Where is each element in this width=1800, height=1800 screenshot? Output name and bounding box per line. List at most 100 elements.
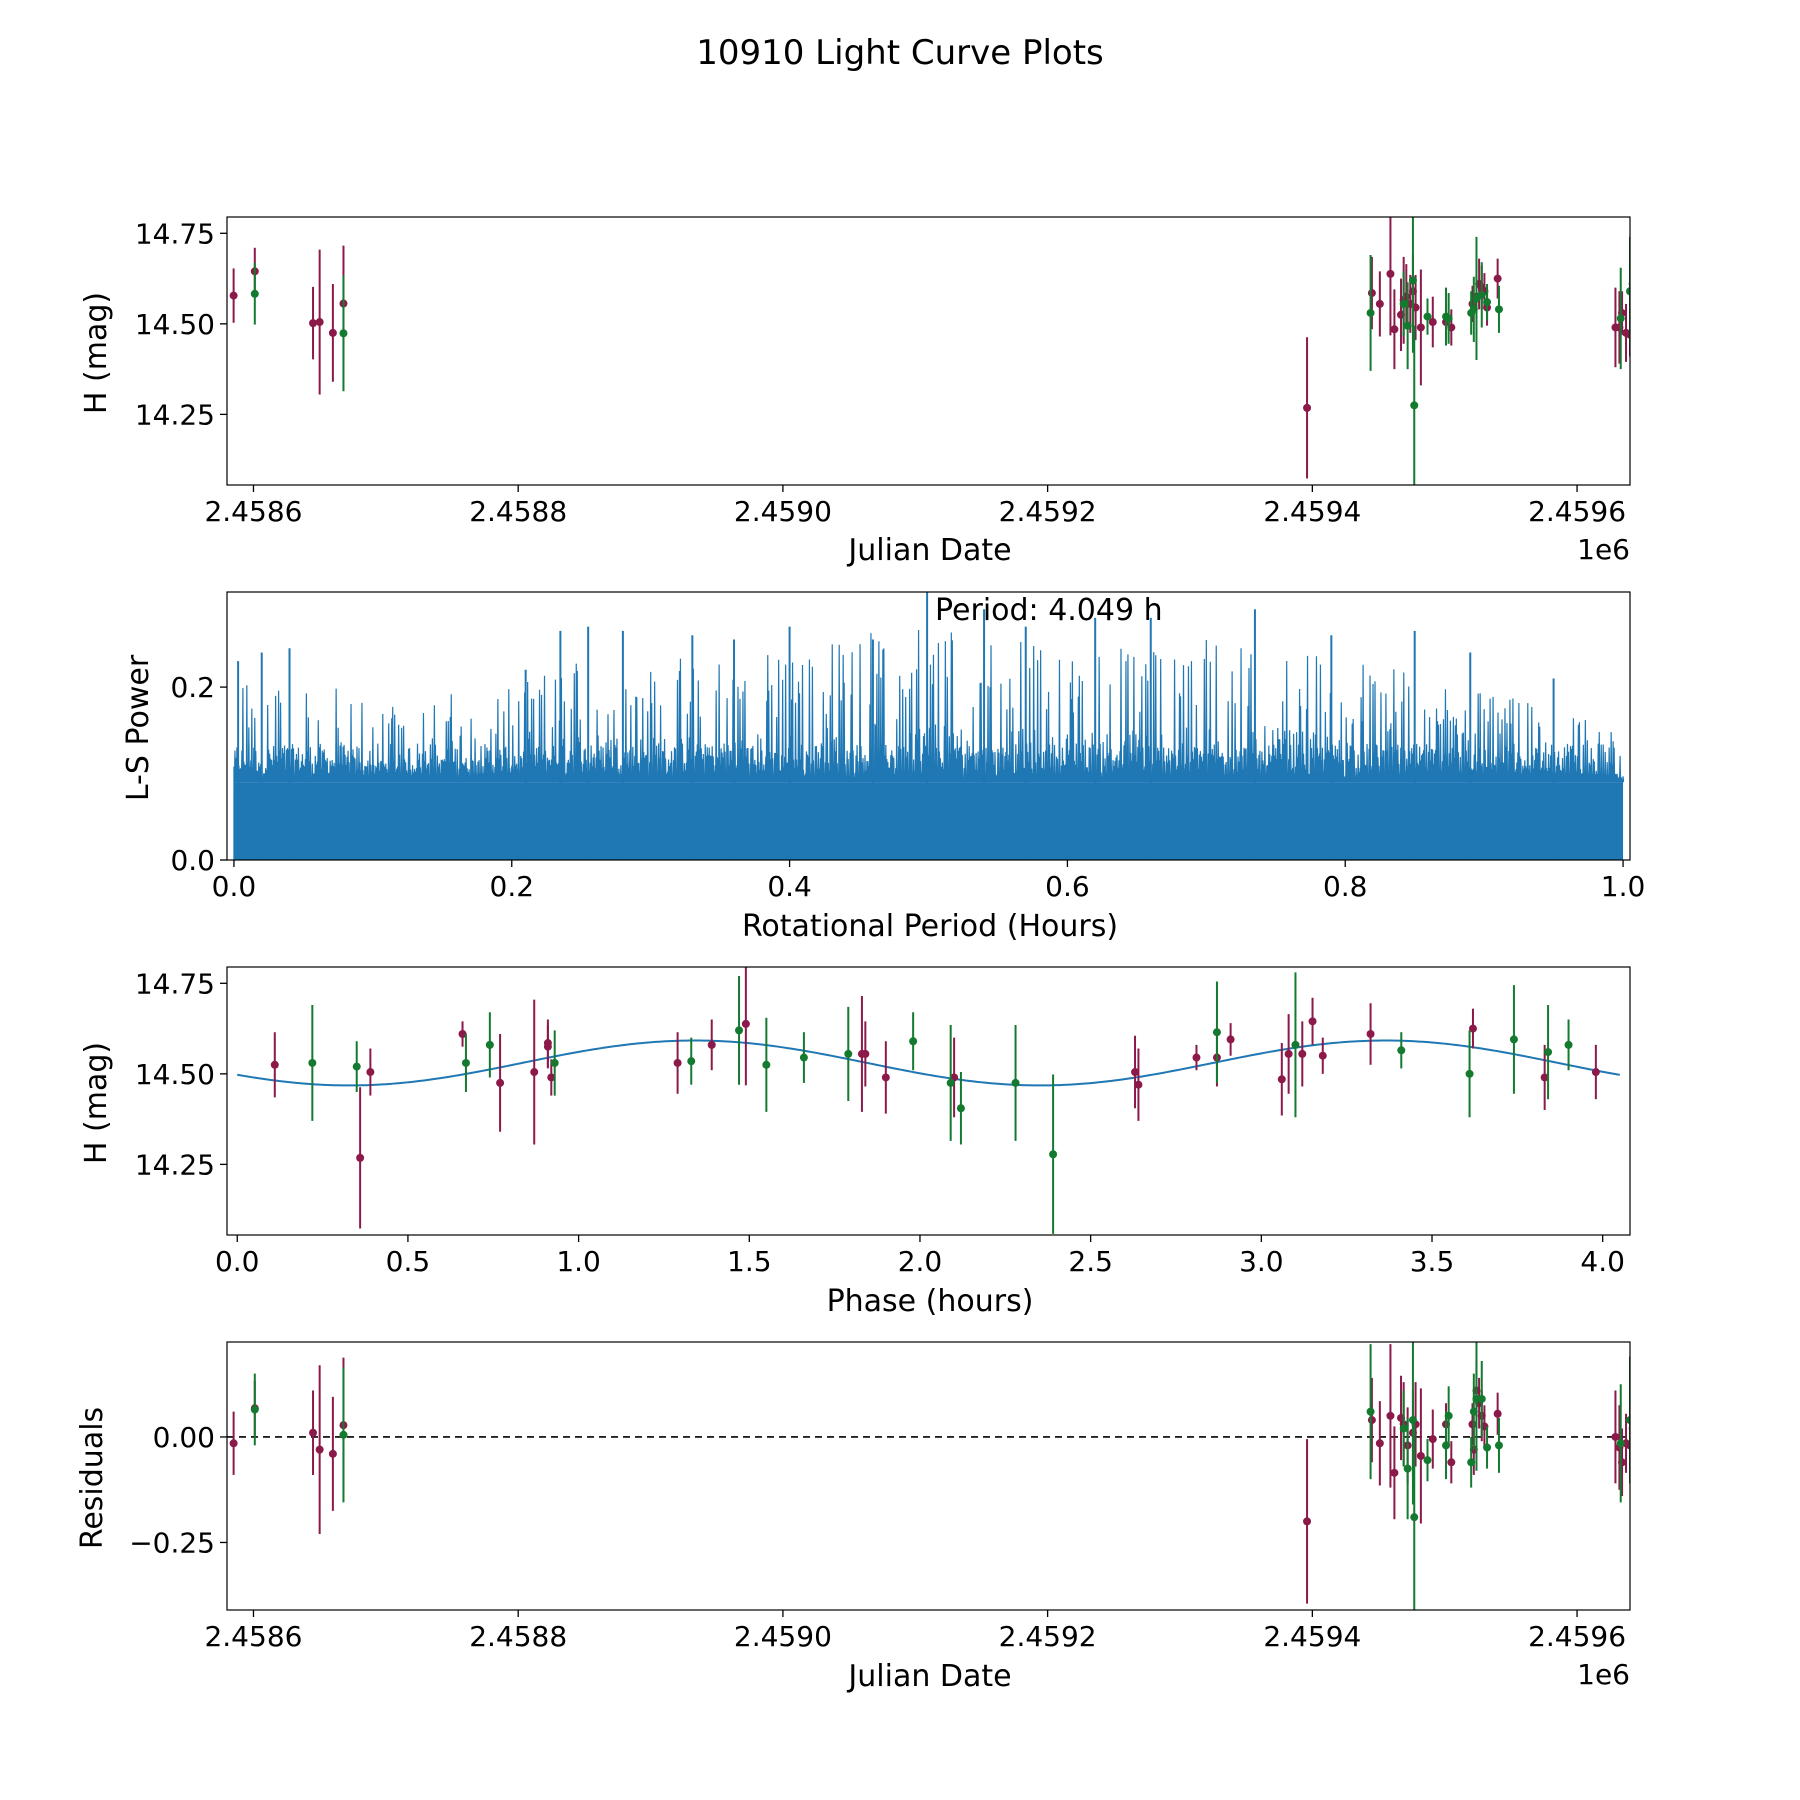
phased-maroon-point bbox=[673, 1058, 682, 1067]
phased-xtick-label: 2.0 bbox=[898, 1245, 943, 1278]
periodogram-series bbox=[233, 592, 1625, 860]
lightcurve-green-point bbox=[250, 289, 259, 298]
lightcurve-xtick-label: 2.4590 bbox=[734, 495, 832, 528]
phased-xtick-label: 3.0 bbox=[1239, 1245, 1284, 1278]
periodogram-baseline-band bbox=[233, 782, 1624, 860]
phased-panel: Phase (hours) H (mag) bbox=[79, 1042, 1033, 1319]
lightcurve-green-point bbox=[1408, 276, 1417, 285]
residuals-maroon-point bbox=[1375, 1439, 1384, 1448]
lightcurve-xtick-label: 2.4594 bbox=[1263, 495, 1361, 528]
phased-maroon-point bbox=[1226, 1035, 1235, 1044]
residuals-maroon-point bbox=[1303, 1517, 1312, 1526]
phased-green-point bbox=[687, 1057, 696, 1066]
phased-green-point bbox=[1011, 1078, 1020, 1087]
lightcurve-axes: 2.4586 2.4588 2.4590 2.4592 2.4594 2.4596 14.2… bbox=[135, 217, 1626, 528]
phased-maroon-point bbox=[881, 1073, 890, 1082]
periodogram-frame bbox=[226, 591, 1631, 861]
lightcurve-offset-text: 1e6 bbox=[1577, 533, 1630, 566]
residuals-frame bbox=[226, 1341, 1631, 1611]
lightcurve-green-point bbox=[339, 329, 348, 338]
residuals-green-point bbox=[1399, 1424, 1408, 1433]
phased-green-point bbox=[308, 1058, 317, 1067]
phased-fit-curve bbox=[237, 1039, 1620, 1087]
residuals-xtick-label: 2.4586 bbox=[204, 1620, 302, 1653]
phased-frame bbox=[226, 966, 1631, 1236]
phased-green-point bbox=[1564, 1040, 1573, 1049]
residuals-green-point bbox=[1408, 1416, 1417, 1425]
phased-points bbox=[270, 967, 1600, 1234]
lightcurve-maroon-point bbox=[1367, 289, 1376, 298]
phased-ytick-label: 14.75 bbox=[135, 967, 215, 1000]
residuals-xtick-label: 2.4594 bbox=[1263, 1620, 1361, 1653]
residuals-ylabel: Residuals bbox=[75, 1407, 110, 1549]
phased-xlabel: Phase (hours) bbox=[827, 1284, 1034, 1319]
residuals-maroon-point bbox=[315, 1445, 324, 1454]
residuals-ytick-label: 0.00 bbox=[153, 1421, 215, 1454]
residuals-green-point bbox=[1423, 1456, 1432, 1465]
lightcurve-maroon-point bbox=[1386, 269, 1395, 278]
residuals-maroon-point bbox=[1367, 1416, 1376, 1425]
lightcurve-green-point bbox=[1494, 305, 1503, 314]
lightcurve-green-point bbox=[1629, 359, 1630, 361]
phased-maroon-point bbox=[543, 1042, 552, 1051]
periodogram-xtick-label: 0.8 bbox=[1323, 870, 1368, 903]
phased-maroon-point bbox=[530, 1068, 539, 1077]
residuals-green-point bbox=[1616, 1439, 1625, 1448]
phased-maroon-point bbox=[270, 1060, 279, 1069]
lightcurve-green-point bbox=[1423, 312, 1432, 321]
phased-maroon-point bbox=[1284, 1049, 1293, 1058]
lightcurve-xtick-label: 2.4592 bbox=[999, 495, 1097, 528]
lightcurve-green-point bbox=[1366, 308, 1375, 317]
residuals-xtick-label: 2.4590 bbox=[734, 1620, 832, 1653]
residuals-maroon-point bbox=[1493, 1409, 1502, 1418]
residuals-maroon-point bbox=[309, 1428, 318, 1437]
phased-maroon-point bbox=[1298, 1049, 1307, 1058]
residuals-maroon-point bbox=[1468, 1420, 1477, 1429]
lightcurve-maroon-point bbox=[1390, 325, 1399, 334]
residuals-axes: 2.4586 2.4588 2.4590 2.4592 2.4594 2.4596 0.00… bbox=[129, 1421, 1626, 1653]
lightcurve-green-point bbox=[1483, 298, 1492, 307]
residuals-points bbox=[229, 1342, 1630, 1610]
residuals-xtick-label: 2.4592 bbox=[999, 1620, 1097, 1653]
lightcurve-green-point bbox=[1626, 287, 1630, 296]
phased-green-point bbox=[946, 1078, 955, 1087]
phased-green-point bbox=[956, 1104, 965, 1113]
phased-maroon-point bbox=[547, 1073, 556, 1082]
phased-maroon-point bbox=[1591, 1068, 1600, 1077]
phased-xtick-label: 1.0 bbox=[556, 1245, 601, 1278]
phased-maroon-point bbox=[1192, 1053, 1201, 1062]
lightcurve-panel: Julian Date H (mag) 1e6 bbox=[79, 292, 1630, 568]
lightcurve-xtick-label: 2.4596 bbox=[1528, 495, 1626, 528]
residuals-maroon-point bbox=[328, 1449, 337, 1458]
residuals-green-point bbox=[1494, 1441, 1503, 1450]
phased-green-point bbox=[1397, 1046, 1406, 1055]
lightcurve-points bbox=[229, 217, 1630, 485]
residuals-green-point bbox=[1477, 1394, 1486, 1403]
residuals-xtick-label: 2.4588 bbox=[469, 1620, 567, 1653]
phased-maroon-point bbox=[1540, 1073, 1549, 1082]
periodogram-axes: 0.0 0.2 0.4 0.6 0.8 1.0 0.0 0.2 bbox=[170, 671, 1645, 903]
phased-green-point bbox=[909, 1037, 918, 1046]
lightcurve-maroon-point bbox=[1375, 299, 1384, 308]
phased-ytick-label: 14.25 bbox=[135, 1148, 215, 1181]
periodogram-xtick-label: 1.0 bbox=[1601, 870, 1646, 903]
lightcurve-ytick-label: 14.75 bbox=[135, 217, 215, 250]
phased-green-point bbox=[1291, 1040, 1300, 1049]
periodogram-xtick-label: 0.6 bbox=[1045, 870, 1090, 903]
residuals-green-point bbox=[1366, 1407, 1375, 1416]
phased-xtick-label: 4.0 bbox=[1580, 1245, 1625, 1278]
residuals-maroon-point bbox=[1447, 1458, 1456, 1467]
lightcurve-green-point bbox=[1616, 314, 1625, 323]
phased-maroon-point bbox=[1131, 1068, 1140, 1077]
lightcurve-green-point bbox=[1403, 321, 1412, 330]
lightcurve-xtick-label: 2.4586 bbox=[204, 495, 302, 528]
residuals-maroon-point bbox=[1428, 1435, 1437, 1444]
phased-maroon-point bbox=[496, 1078, 505, 1087]
residuals-panel: Julian Date Residuals 1e6 bbox=[75, 1407, 1630, 1694]
phased-axes: 0.0 0.5 1.0 1.5 2.0 2.5 3.0 3.5 4.0 14.25 14.50 14.… bbox=[135, 967, 1625, 1278]
lightcurve-ytick-label: 14.25 bbox=[135, 398, 215, 431]
residuals-green-point bbox=[250, 1405, 259, 1414]
lightcurve-ytick-label: 14.50 bbox=[135, 308, 215, 341]
periodogram-xtick-label: 0.0 bbox=[212, 870, 257, 903]
